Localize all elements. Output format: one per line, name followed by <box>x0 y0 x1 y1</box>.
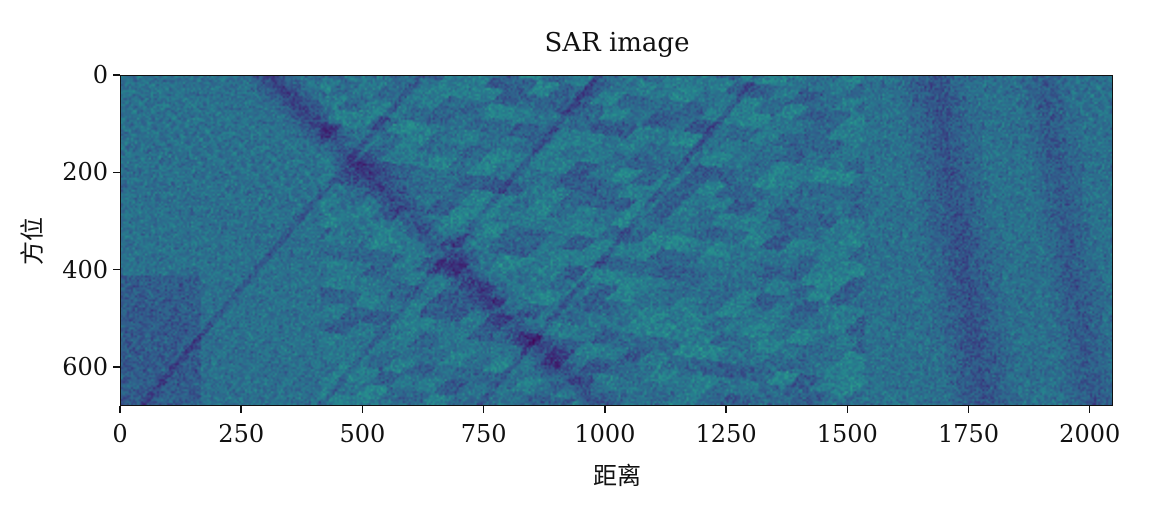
x-tick-label: 1500 <box>816 420 878 448</box>
x-tick-label: 500 <box>339 420 386 448</box>
x-tick-label: 1000 <box>574 420 636 448</box>
x-tick-label: 1250 <box>695 420 757 448</box>
y-tick-mark <box>113 366 120 368</box>
chart-title: SAR image <box>544 28 690 58</box>
y-tick-mark <box>113 171 120 174</box>
y-tick-label: 600 <box>62 353 108 382</box>
x-tick-mark <box>725 406 727 413</box>
y-tick-mark <box>113 268 120 271</box>
y-tick-mark <box>113 74 120 76</box>
x-tick-label: 2000 <box>1059 420 1121 448</box>
y-axis-label: 方位 <box>18 217 47 265</box>
y-tick-label: 200 <box>62 158 108 187</box>
x-tick-mark <box>604 406 606 413</box>
x-tick-mark <box>482 406 485 413</box>
x-tick-mark <box>361 406 364 413</box>
x-axis-label: 距离 <box>593 462 641 490</box>
x-tick-mark <box>1088 406 1091 413</box>
y-tick-label: 0 <box>92 61 108 89</box>
x-tick-label: 750 <box>460 420 507 448</box>
x-tick-label: 0 <box>112 420 128 448</box>
x-tick-mark <box>967 406 970 413</box>
x-tick-mark <box>240 406 242 413</box>
sar-intensity-heatmap <box>121 76 1112 405</box>
x-tick-label: 250 <box>218 420 265 448</box>
x-tick-label: 1750 <box>937 420 1000 448</box>
x-tick-mark <box>119 406 121 413</box>
y-tick-label: 400 <box>62 255 108 284</box>
x-tick-mark <box>846 406 849 413</box>
plot-area <box>120 75 1113 406</box>
